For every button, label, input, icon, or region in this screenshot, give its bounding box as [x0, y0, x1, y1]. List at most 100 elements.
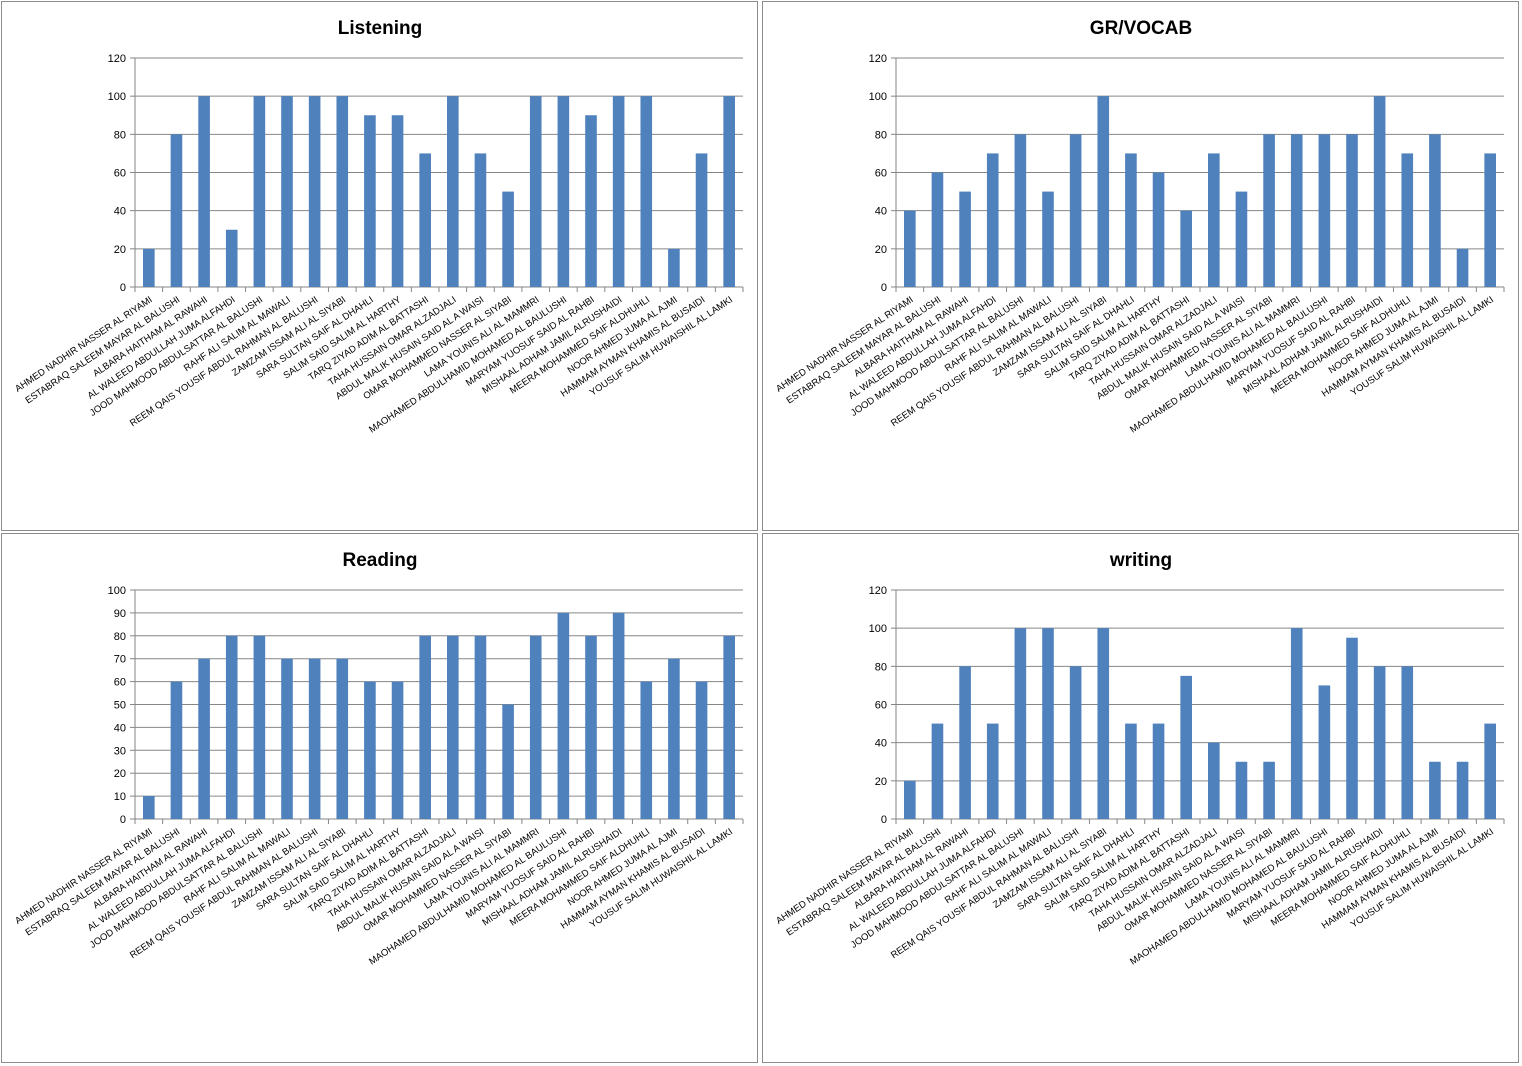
- y-tick-label: 40: [114, 206, 126, 218]
- y-tick-label: 60: [114, 677, 126, 689]
- bar: [1263, 761, 1275, 819]
- bar: [281, 96, 293, 288]
- bar: [1235, 761, 1248, 819]
- bar: [612, 612, 625, 819]
- bar: [1484, 723, 1496, 819]
- y-axis-ticks: 0 10 20 30 40 50 60 70 80 90 100: [108, 585, 135, 826]
- gr-vocab-chart: GR/VOCAB 0 20 40 60 80 100 120 AHMED NADHIR NAS…: [774, 18, 1505, 436]
- bar: [1014, 628, 1027, 819]
- bar: [1208, 742, 1220, 819]
- y-tick-label: 80: [875, 129, 887, 141]
- bar: [281, 658, 293, 819]
- bar: [474, 153, 487, 287]
- bar: [1152, 172, 1165, 287]
- y-tick-label: 120: [869, 53, 887, 65]
- bar: [1180, 675, 1192, 819]
- bars: [143, 96, 735, 288]
- bar: [1180, 210, 1192, 287]
- bar: [1318, 134, 1331, 287]
- bar: [225, 229, 238, 287]
- bar: [336, 658, 349, 819]
- bar: [612, 96, 625, 288]
- bar: [1014, 134, 1027, 287]
- bar: [1290, 134, 1303, 287]
- y-tick-label: 20: [875, 244, 887, 256]
- listening-chart: Listening 0 20 40 60 80 100 120 AHMED NADHIR NA…: [13, 18, 744, 436]
- y-tick-label: 60: [114, 168, 126, 180]
- writing-chart: writing 0 20 40 60 80 100 120 AHMED NADHIR NASS…: [774, 550, 1505, 968]
- y-tick-label: 70: [114, 654, 126, 666]
- chart-panel-reading: Reading 0 10 20 30 40 50 60 70 80 90 100 AHMED NADH…: [1, 533, 758, 1063]
- bar: [474, 635, 487, 819]
- bar: [1484, 153, 1496, 287]
- y-tick-label: 0: [120, 282, 126, 294]
- bars: [904, 628, 1496, 819]
- bar: [1346, 134, 1358, 287]
- bar: [143, 248, 155, 287]
- bar: [419, 635, 431, 819]
- bar: [1125, 723, 1137, 819]
- y-tick-label: 30: [114, 745, 126, 757]
- bar: [668, 248, 680, 287]
- bar: [1208, 153, 1220, 287]
- bar: [1263, 134, 1275, 287]
- y-tick-label: 100: [108, 91, 126, 103]
- bar: [336, 96, 349, 288]
- bar: [1318, 685, 1331, 819]
- bar: [959, 191, 971, 287]
- bar: [986, 723, 999, 819]
- y-tick-label: 80: [114, 129, 126, 141]
- bar: [723, 96, 735, 288]
- y-tick-label: 10: [114, 791, 126, 803]
- bar: [1042, 628, 1054, 819]
- bar: [1401, 666, 1414, 819]
- bar: [308, 96, 321, 288]
- y-axis-ticks: 0 20 40 60 80 100 120: [869, 53, 896, 294]
- bar: [308, 658, 321, 819]
- bar: [1429, 134, 1441, 287]
- bar: [723, 635, 735, 819]
- bar: [695, 681, 708, 819]
- bar: [419, 153, 431, 287]
- bar: [447, 635, 459, 819]
- chart-panel-writing: writing 0 20 40 60 80 100 120 AHMED NADHIR NASS…: [762, 533, 1519, 1063]
- y-axis-ticks: 0 20 40 60 80 100 120: [108, 53, 135, 294]
- bar: [170, 134, 183, 287]
- bar: [986, 153, 999, 287]
- bar: [1125, 153, 1137, 287]
- y-tick-label: 20: [114, 768, 126, 780]
- bar: [170, 681, 183, 819]
- bar: [502, 704, 514, 819]
- bars: [904, 96, 1496, 288]
- bar: [1290, 628, 1303, 819]
- bar: [225, 635, 238, 819]
- bar: [557, 96, 570, 288]
- y-tick-label: 100: [869, 623, 887, 635]
- bar: [364, 115, 376, 287]
- y-tick-label: 20: [114, 244, 126, 256]
- y-tick-label: 90: [114, 608, 126, 620]
- y-tick-label: 40: [875, 738, 887, 750]
- bar: [502, 191, 514, 287]
- y-tick-label: 50: [114, 700, 126, 712]
- bar: [931, 172, 944, 287]
- y-tick-label: 100: [869, 91, 887, 103]
- bar: [668, 658, 680, 819]
- y-axis-ticks: 0 20 40 60 80 100 120: [869, 585, 896, 826]
- bar: [1429, 761, 1441, 819]
- bar: [1152, 723, 1165, 819]
- bar: [198, 658, 210, 819]
- bar: [1456, 761, 1469, 819]
- y-tick-label: 60: [875, 168, 887, 180]
- chart-panel-gr-vocab: GR/VOCAB 0 20 40 60 80 100 120 AHMED NADHIR NAS…: [762, 1, 1519, 531]
- chart-panel-listening: Listening 0 20 40 60 80 100 120 AHMED NADHIR NA…: [1, 1, 758, 531]
- y-tick-label: 120: [108, 53, 126, 65]
- bar: [1097, 96, 1110, 288]
- bar: [904, 210, 916, 287]
- y-tick-label: 60: [875, 700, 887, 712]
- y-tick-label: 0: [881, 282, 887, 294]
